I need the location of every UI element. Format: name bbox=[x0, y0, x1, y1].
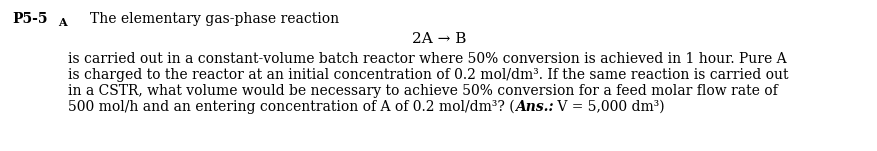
Text: P5-5: P5-5 bbox=[12, 12, 47, 26]
Text: The elementary gas-phase reaction: The elementary gas-phase reaction bbox=[90, 12, 339, 26]
Text: 2A → B: 2A → B bbox=[411, 32, 466, 46]
Text: Ans.:: Ans.: bbox=[514, 100, 553, 114]
Text: in a CSTR, what volume would be necessary to achieve 50% conversion for a feed m: in a CSTR, what volume would be necessar… bbox=[68, 84, 777, 98]
Text: is charged to the reactor at an initial concentration of 0.2 mol/dm³. If the sam: is charged to the reactor at an initial … bbox=[68, 68, 788, 82]
Text: 500 mol/h and an entering concentration of A of 0.2 mol/dm³? (: 500 mol/h and an entering concentration … bbox=[68, 100, 514, 114]
Text: is carried out in a constant-volume batch reactor where 50% conversion is achiev: is carried out in a constant-volume batc… bbox=[68, 52, 786, 66]
Text: V = 5,000 dm³): V = 5,000 dm³) bbox=[553, 100, 664, 114]
Text: A: A bbox=[58, 17, 67, 28]
